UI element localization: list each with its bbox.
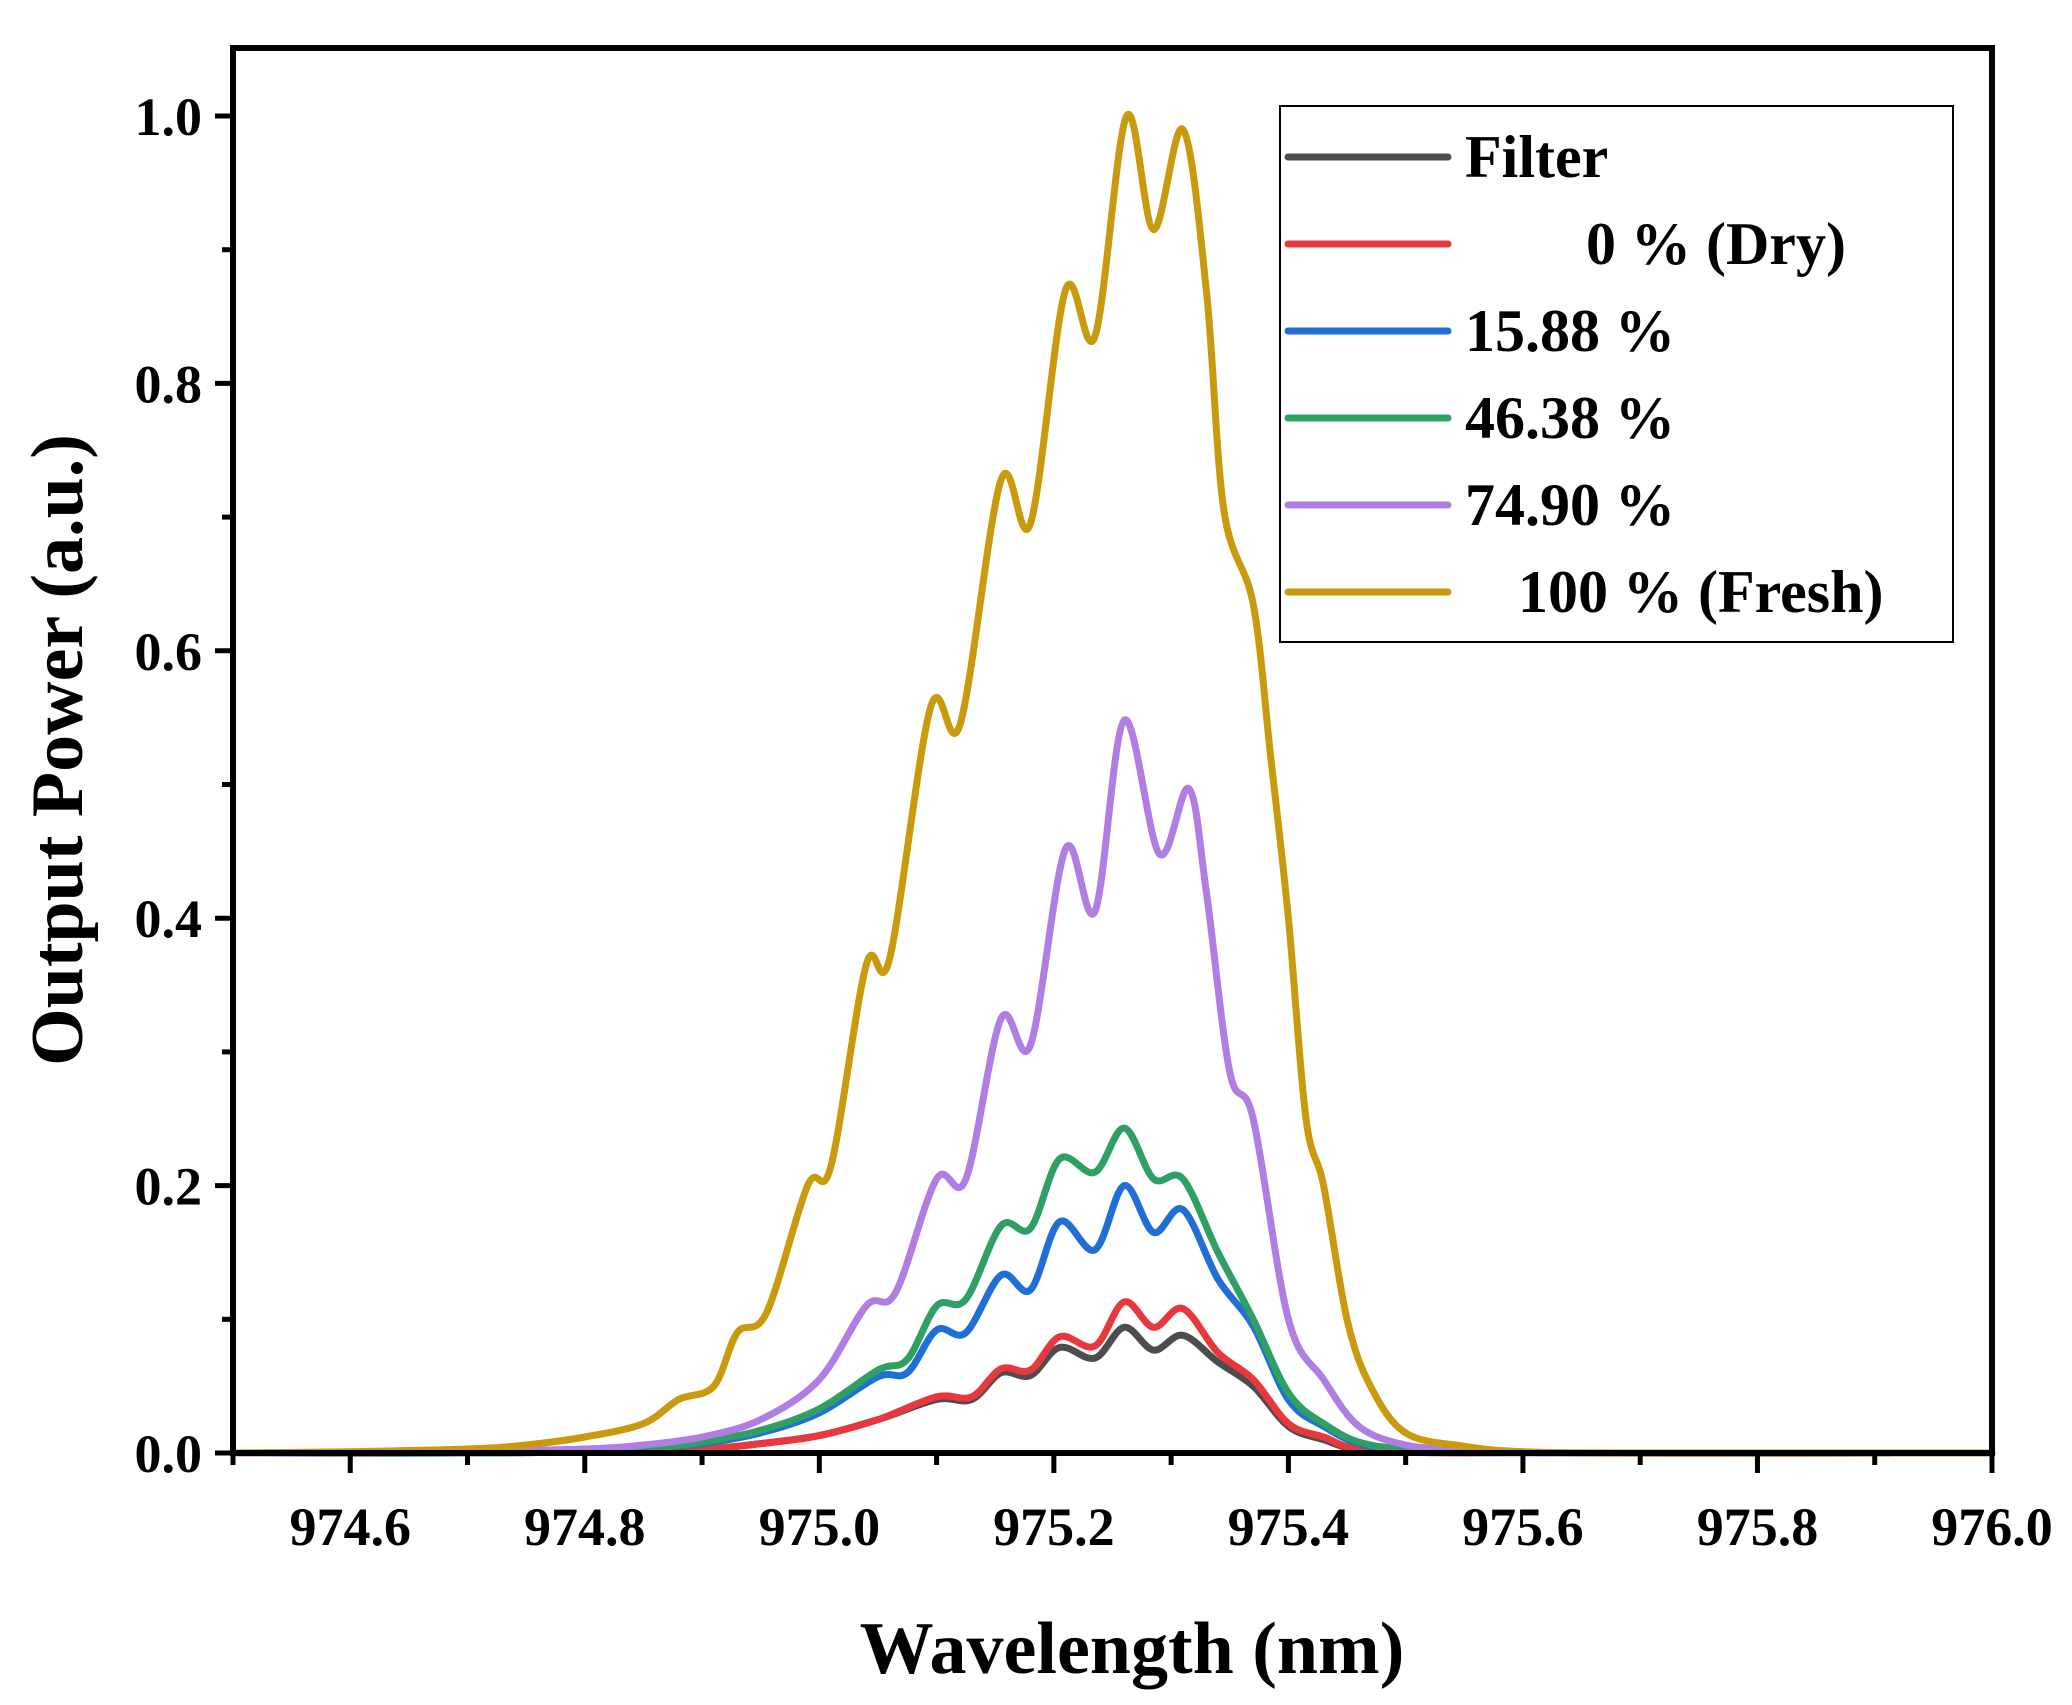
plot-area-frame — [230, 45, 1995, 1456]
x-tick-label: 974.6 — [290, 1497, 412, 1557]
legend-label: 0 % (Dry) — [1586, 211, 1846, 277]
series-line-4 — [229, 716, 1996, 1457]
x-tick-label: 975.6 — [1462, 1497, 1584, 1557]
x-axis-title: Wavelength (nm) — [860, 1608, 1405, 1690]
legend: Filter 0 % (Dry) 15.88 % 46.38 % 74.90 % 100 … — [1279, 105, 1954, 643]
series-lines — [229, 110, 1996, 1457]
x-tick-label: 975.4 — [1228, 1497, 1350, 1557]
series-line-1 — [229, 1298, 1996, 1457]
y-tick-label: 0.8 — [135, 354, 203, 414]
x-tick-label: 974.8 — [524, 1497, 646, 1557]
y-tick-label: 0.6 — [135, 622, 203, 682]
x-tick-label: 976.0 — [1931, 1497, 2053, 1557]
legend-label: Filter — [1465, 124, 1608, 190]
legend-box — [1279, 105, 1954, 643]
legend-label: 74.90 % — [1465, 472, 1675, 538]
legend-label: 15.88 % — [1465, 298, 1675, 364]
legend-label: 100 % (Fresh) — [1518, 559, 1884, 625]
x-tick-label: 975.2 — [993, 1497, 1115, 1557]
y-tick-label: 1.0 — [135, 87, 203, 147]
y-tick-label: 0.0 — [135, 1424, 203, 1484]
y-tick-label: 0.2 — [135, 1157, 203, 1217]
x-tick-label: 975.8 — [1697, 1497, 1819, 1557]
x-axis: 974.6 974.8 975.0 975.2 975.4 975.6 975.8 976.0 — [230, 1453, 2053, 1557]
legend-label: 46.38 % — [1465, 385, 1675, 451]
series-line-5 — [229, 110, 1996, 1457]
y-axis: 0.0 0.2 0.4 0.6 0.8 1.0 — [135, 87, 233, 1484]
series-line-3 — [229, 1124, 1996, 1457]
y-tick-label: 0.4 — [135, 889, 203, 949]
y-axis-title: Output Power (a.u.) — [17, 434, 99, 1066]
x-tick-label: 975.0 — [759, 1497, 881, 1557]
